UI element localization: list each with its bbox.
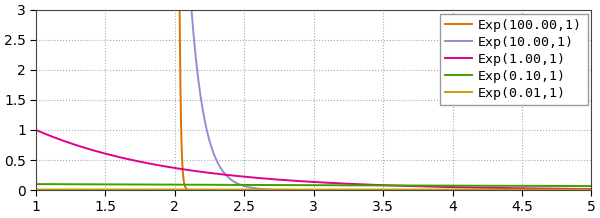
Exp(0.01,1) xyxy=(559,188,566,191)
Exp(100.00,1) xyxy=(304,189,311,191)
Line: Exp(1.00,1): Exp(1.00,1) xyxy=(36,130,592,189)
Exp(0.10,1) xyxy=(35,183,42,186)
Exp(1.00,1) xyxy=(32,129,40,131)
Exp(1.00,1) xyxy=(55,138,62,140)
Exp(0.01,1) xyxy=(588,188,595,191)
Exp(1.00,1) xyxy=(304,180,311,183)
Exp(1.00,1) xyxy=(559,187,566,190)
Exp(1.00,1) xyxy=(588,188,595,190)
Exp(0.01,1) xyxy=(141,188,148,191)
Exp(10.00,1) xyxy=(588,189,595,191)
Exp(0.01,1) xyxy=(32,188,40,191)
Exp(0.01,1) xyxy=(55,188,62,191)
Exp(10.00,1) xyxy=(559,189,566,191)
Exp(0.01,1) xyxy=(304,188,311,191)
Exp(0.10,1) xyxy=(32,183,40,185)
Exp(0.01,1) xyxy=(35,188,42,191)
Exp(0.10,1) xyxy=(304,184,311,186)
Exp(0.10,1) xyxy=(141,183,148,186)
Exp(1.00,1) xyxy=(35,130,42,132)
Exp(10.00,1) xyxy=(304,189,311,191)
Exp(100.00,1) xyxy=(588,189,595,191)
Exp(1.00,1) xyxy=(141,161,148,164)
Line: Exp(10.00,1): Exp(10.00,1) xyxy=(175,10,592,190)
Exp(0.10,1) xyxy=(588,185,595,187)
Exp(0.10,1) xyxy=(65,183,73,186)
Exp(100.00,1) xyxy=(559,189,566,191)
Exp(0.01,1) xyxy=(65,188,73,191)
Line: Exp(100.00,1): Exp(100.00,1) xyxy=(175,10,592,190)
Exp(0.10,1) xyxy=(559,185,566,187)
Exp(0.10,1) xyxy=(55,183,62,186)
Line: Exp(0.10,1): Exp(0.10,1) xyxy=(36,184,592,186)
Legend: Exp(100.00,1), Exp(10.00,1), Exp(1.00,1), Exp(0.10,1), Exp(0.01,1): Exp(100.00,1), Exp(10.00,1), Exp(1.00,1)… xyxy=(440,14,587,105)
Exp(1.00,1) xyxy=(65,141,73,144)
